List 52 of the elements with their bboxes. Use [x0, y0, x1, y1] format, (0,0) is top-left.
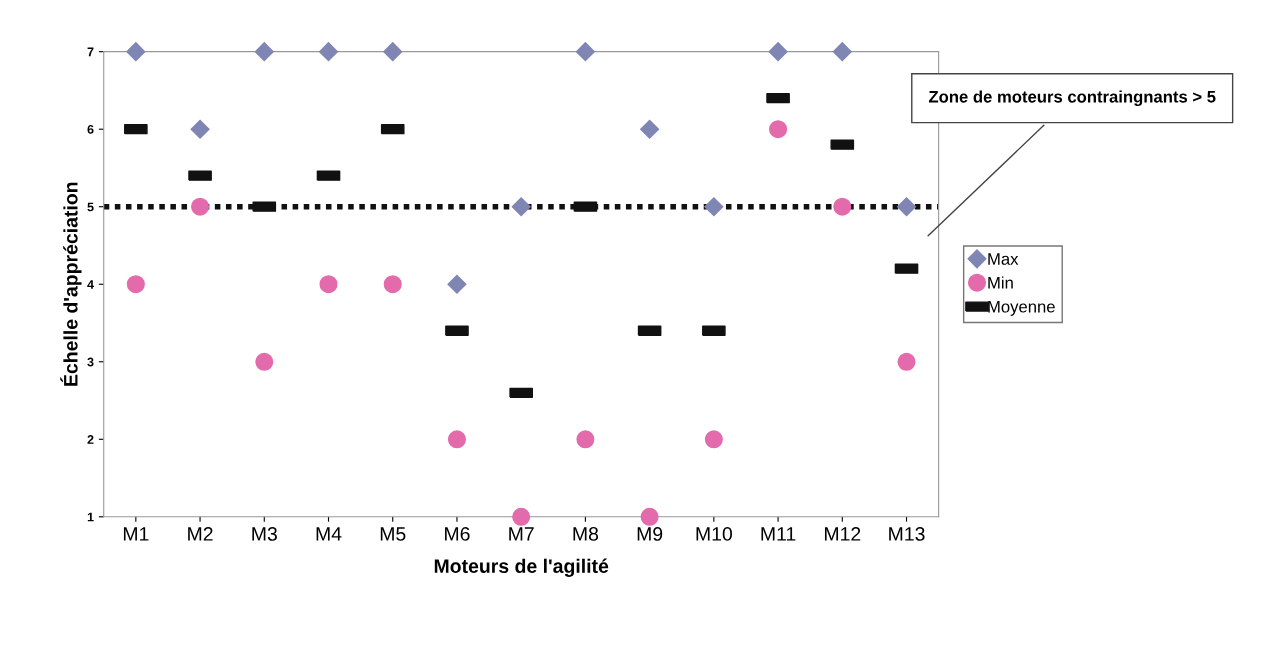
x-tick-label: M5: [380, 527, 406, 541]
x-tick-label: M8: [573, 527, 599, 541]
point: [896, 197, 917, 217]
x-tick-label: M11: [761, 527, 796, 541]
point: [447, 430, 466, 449]
y-axis-title: Échelle d'appréciation: [60, 182, 82, 386]
point: [126, 42, 146, 62]
point: [319, 275, 338, 294]
y-tick-label: 7: [87, 47, 94, 57]
y-tick-label: 6: [87, 125, 94, 134]
x-tick-label: M3: [252, 527, 277, 541]
y-tick-label: 1: [87, 512, 94, 522]
point: [318, 42, 339, 62]
point: [126, 275, 145, 294]
point: [640, 119, 660, 139]
point: [255, 352, 274, 371]
point: [768, 42, 788, 62]
point: [576, 430, 595, 449]
point: [833, 197, 852, 216]
point: [897, 352, 916, 371]
x-tick-label: M10: [696, 527, 732, 541]
legend-label: Min: [988, 276, 1013, 289]
y-tick-label: 5: [87, 202, 94, 212]
x-axis-title: Moteurs de l'agilité: [434, 558, 609, 577]
x-tick-label: M9: [637, 527, 663, 541]
point: [254, 42, 274, 62]
point: [447, 274, 467, 294]
point: [575, 42, 595, 62]
legend-label: Max: [988, 253, 1019, 265]
point: [640, 507, 659, 526]
point: [190, 119, 210, 139]
point: [704, 430, 723, 449]
y-tick-label: 4: [87, 280, 94, 289]
x-tick-label: M4: [316, 527, 342, 541]
annotation: Zone de moteurs contraingnants > 5: [928, 90, 1216, 106]
point: [769, 120, 788, 139]
x-tick-label: M6: [445, 527, 470, 541]
x-tick-label: M13: [889, 527, 925, 541]
point: [383, 275, 402, 294]
y-tick-label: 2: [87, 435, 94, 444]
point: [704, 197, 724, 217]
x-tick-label: M7: [509, 527, 534, 541]
x-tick-label: M1: [123, 527, 149, 541]
point: [383, 42, 403, 62]
point: [511, 197, 531, 217]
x-tick-label: M2: [188, 527, 213, 541]
y-tick-label: 3: [87, 357, 94, 367]
point: [191, 197, 210, 216]
point: [832, 42, 852, 62]
point: [512, 507, 531, 526]
legend-label: Moyenne: [988, 300, 1055, 316]
x-tick-label: M12: [824, 527, 861, 541]
